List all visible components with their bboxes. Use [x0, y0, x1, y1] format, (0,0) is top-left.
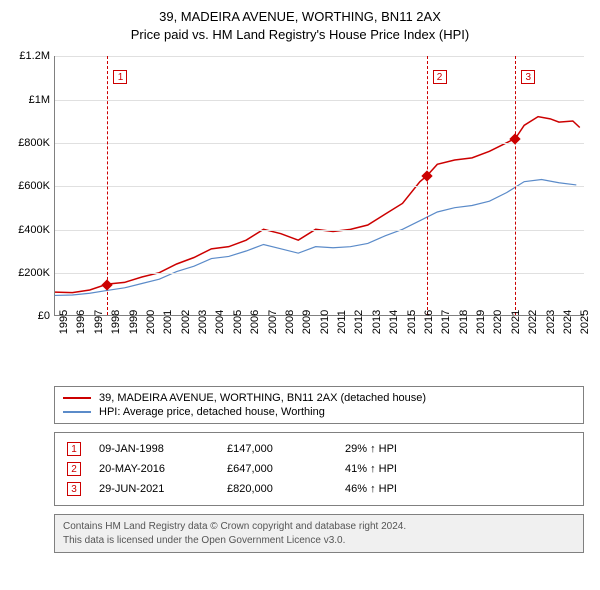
event-marker-icon: 2 — [67, 462, 81, 476]
x-tick-label: 1995 — [58, 310, 70, 334]
x-tick-label: 1999 — [128, 310, 140, 334]
x-tick-label: 2011 — [336, 311, 348, 335]
legend-label: HPI: Average price, detached house, Wort… — [99, 406, 325, 418]
y-tick-label: £1M — [10, 94, 50, 106]
event-delta: 46% ↑ HPI — [345, 483, 397, 495]
x-tick-label: 2023 — [545, 310, 557, 334]
legend-label: 39, MADEIRA AVENUE, WORTHING, BN11 2AX (… — [99, 392, 426, 404]
y-tick-label: £1.2M — [10, 50, 50, 62]
y-tick-label: £400K — [10, 224, 50, 236]
x-tick-label: 2016 — [423, 310, 435, 334]
chart-container: 39, MADEIRA AVENUE, WORTHING, BN11 2AX P… — [0, 0, 600, 563]
event-marker-box: 2 — [433, 70, 447, 84]
gridline — [55, 273, 584, 274]
event-price: £647,000 — [227, 463, 327, 475]
x-tick-label: 2015 — [406, 310, 418, 334]
x-tick-label: 2012 — [353, 310, 365, 334]
event-date: 20-MAY-2016 — [99, 463, 209, 475]
x-tick-label: 2018 — [458, 310, 470, 334]
x-tick-label: 2002 — [180, 310, 192, 334]
x-tick-label: 2020 — [492, 310, 504, 334]
event-marker-icon: 1 — [67, 442, 81, 456]
x-tick-label: 2007 — [267, 310, 279, 334]
title-subtitle: Price paid vs. HM Land Registry's House … — [10, 26, 590, 44]
legend-item: 39, MADEIRA AVENUE, WORTHING, BN11 2AX (… — [63, 391, 575, 405]
gridline — [55, 56, 584, 57]
y-tick-label: £200K — [10, 267, 50, 279]
y-tick-label: £800K — [10, 137, 50, 149]
x-tick-label: 1998 — [110, 310, 122, 334]
chart-area: 1 2 3 £0 £200K £400K £600K £800K £1M £1.2M 1995 19… — [10, 50, 590, 380]
legend-item: HPI: Average price, detached house, Wort… — [63, 405, 575, 419]
legend-swatch — [63, 411, 91, 413]
event-vline — [427, 56, 428, 315]
x-tick-label: 2013 — [371, 310, 383, 334]
x-tick-label: 2009 — [301, 310, 313, 334]
footer-line: This data is licensed under the Open Gov… — [63, 534, 575, 548]
series-hpi — [55, 180, 576, 296]
y-tick-label: £600K — [10, 180, 50, 192]
y-tick-label: £0 — [10, 310, 50, 322]
title-block: 39, MADEIRA AVENUE, WORTHING, BN11 2AX P… — [10, 8, 590, 44]
x-tick-label: 2025 — [579, 310, 591, 334]
event-delta: 29% ↑ HPI — [345, 443, 397, 455]
x-tick-label: 2003 — [197, 310, 209, 334]
x-tick-label: 2017 — [440, 310, 452, 334]
gridline — [55, 230, 584, 231]
events-table: 1 09-JAN-1998 £147,000 29% ↑ HPI 2 20-MA… — [54, 432, 584, 506]
event-row: 1 09-JAN-1998 £147,000 29% ↑ HPI — [63, 439, 575, 459]
x-tick-label: 2000 — [145, 310, 157, 334]
gridline — [55, 143, 584, 144]
x-tick-label: 2024 — [562, 310, 574, 334]
event-vline — [107, 56, 108, 315]
footer-line: Contains HM Land Registry data © Crown c… — [63, 520, 575, 534]
event-marker-box: 3 — [521, 70, 535, 84]
x-tick-label: 2006 — [249, 310, 261, 334]
event-date: 09-JAN-1998 — [99, 443, 209, 455]
event-row: 3 29-JUN-2021 £820,000 46% ↑ HPI — [63, 479, 575, 499]
title-address: 39, MADEIRA AVENUE, WORTHING, BN11 2AX — [10, 8, 590, 26]
x-tick-label: 1997 — [93, 310, 105, 334]
x-tick-label: 2004 — [214, 310, 226, 334]
event-price: £147,000 — [227, 443, 327, 455]
attribution-footer: Contains HM Land Registry data © Crown c… — [54, 514, 584, 553]
event-vline — [515, 56, 516, 315]
gridline — [55, 100, 584, 101]
x-tick-label: 2014 — [388, 310, 400, 334]
legend: 39, MADEIRA AVENUE, WORTHING, BN11 2AX (… — [54, 386, 584, 424]
event-row: 2 20-MAY-2016 £647,000 41% ↑ HPI — [63, 459, 575, 479]
event-price: £820,000 — [227, 483, 327, 495]
legend-swatch — [63, 397, 91, 399]
x-tick-label: 2019 — [475, 310, 487, 334]
x-tick-label: 2010 — [319, 310, 331, 334]
x-tick-label: 1996 — [75, 310, 87, 334]
event-date: 29-JUN-2021 — [99, 483, 209, 495]
x-tick-label: 2001 — [162, 310, 174, 334]
gridline — [55, 186, 584, 187]
x-tick-label: 2005 — [232, 310, 244, 334]
plot-region: 1 2 3 — [54, 56, 584, 316]
event-marker-box: 1 — [113, 70, 127, 84]
x-tick-label: 2022 — [527, 310, 539, 334]
x-tick-label: 2021 — [510, 310, 522, 334]
event-delta: 41% ↑ HPI — [345, 463, 397, 475]
event-marker-icon: 3 — [67, 482, 81, 496]
x-tick-label: 2008 — [284, 310, 296, 334]
